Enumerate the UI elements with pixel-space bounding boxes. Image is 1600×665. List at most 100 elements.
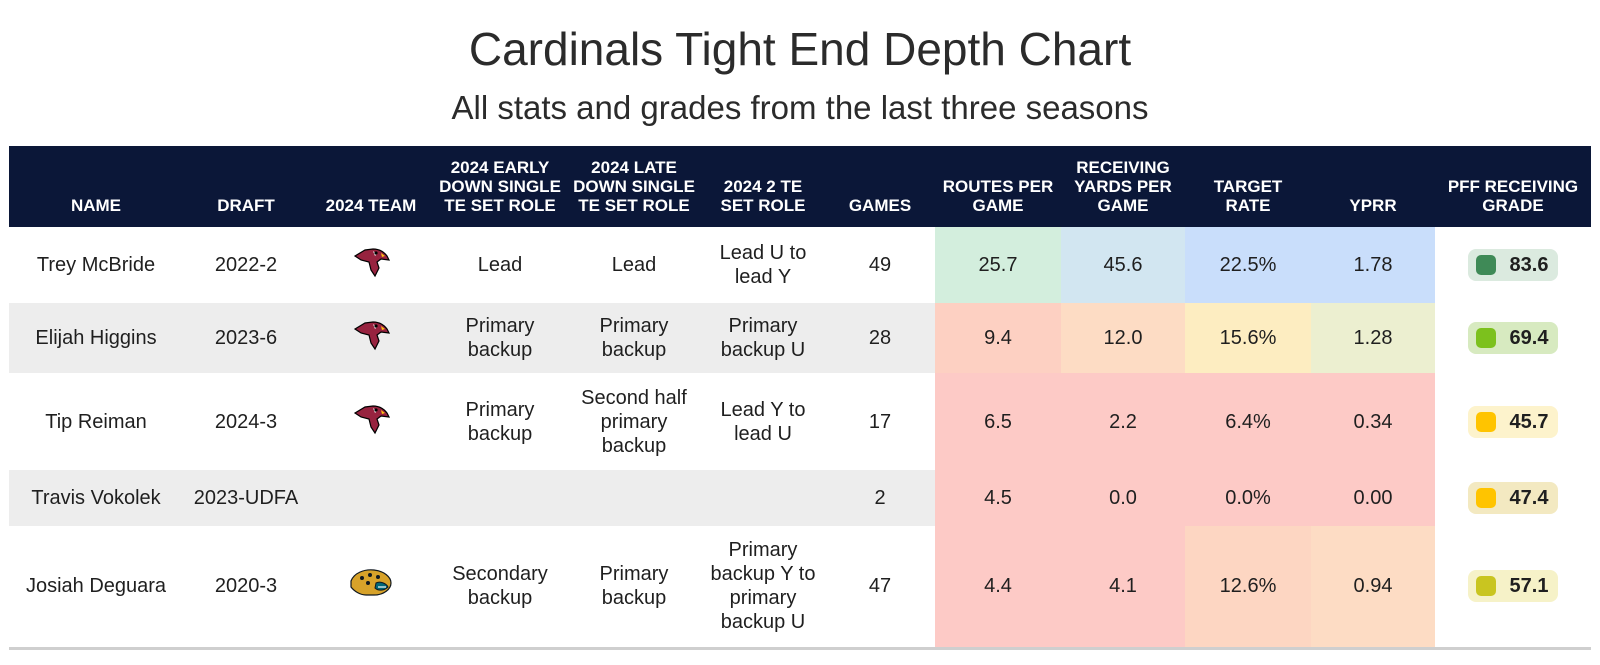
two-te-role: Lead U to lead Y (719, 242, 807, 288)
grade-cell: 69.4 (1435, 303, 1591, 373)
header-two-te-role[interactable]: 2024 2 TE SET ROLE (701, 146, 825, 227)
target-rate: 12.6% (1185, 526, 1311, 650)
grade-cell: 47.4 (1435, 470, 1591, 526)
games: 17 (868, 410, 892, 433)
routes-per-game: 4.5 (935, 470, 1061, 526)
early-down-role: Primary backup (465, 398, 535, 445)
grade-indicator-icon (1475, 411, 1496, 432)
header-target-rate[interactable]: TARGET RATE (1185, 146, 1311, 227)
target-rate: 6.4% (1185, 373, 1311, 470)
header-name[interactable]: NAME (9, 146, 183, 227)
header-grade[interactable]: PFF RECEIVING GRADE (1435, 146, 1591, 227)
grade-indicator-icon (1475, 488, 1496, 508)
grade-value: 57.1 (1509, 575, 1549, 598)
page-subtitle: All stats and grades from the last three… (451, 89, 1149, 126)
two-te-role: Lead Y to lead U (720, 398, 806, 445)
header-draft[interactable]: DRAFT (183, 146, 309, 227)
header-early-down-role[interactable]: 2024 EARLY DOWN SINGLE TE SET ROLE (433, 146, 567, 227)
receiving-yards-per-game: 45.6 (1061, 227, 1185, 303)
receiving-yards-per-game: 2.2 (1061, 373, 1185, 470)
grade-cell: 57.1 (1435, 526, 1591, 650)
two-te-role (701, 470, 825, 526)
grade-value: 83.6 (1509, 254, 1549, 276)
player-draft: 2024-3 (214, 410, 278, 433)
cardinals-logo-icon (351, 403, 391, 441)
table-row: Elijah Higgins 2023-6 Primary backup Pri… (9, 303, 1591, 373)
player-name: Trey McBride (36, 254, 156, 276)
team-logo-cell (309, 470, 433, 526)
yprr: 1.28 (1311, 303, 1435, 373)
grade-badge: 69.4 (1467, 322, 1559, 354)
grade-badge: 45.7 (1467, 405, 1559, 438)
late-down-role: Lead (611, 254, 657, 276)
grade-badge: 83.6 (1467, 249, 1559, 281)
table-row: Tip Reiman 2024-3 Primary backup Second … (9, 373, 1591, 470)
depth-chart-table-wrap: NAME DRAFT 2024 TEAM 2024 EARLY DOWN SIN… (9, 146, 1591, 650)
receiving-yards-per-game: 12.0 (1061, 303, 1185, 373)
team-logo-cell (309, 526, 433, 650)
player-draft: 2023-UDFA (183, 470, 309, 526)
header-routes[interactable]: ROUTES PER GAME (935, 146, 1061, 227)
receiving-yards-per-game: 4.1 (1061, 526, 1185, 650)
two-te-role: Primary backup Y to primary backup U (701, 526, 825, 650)
early-down-role (433, 470, 567, 526)
header-receiving-yards[interactable]: RECEIVING YARDS PER GAME (1061, 146, 1185, 227)
routes-per-game: 4.4 (935, 526, 1061, 650)
header-games[interactable]: GAMES (825, 146, 935, 227)
early-down-role: Secondary backup (433, 526, 567, 650)
header-yprr[interactable]: YPRR (1311, 146, 1435, 227)
grade-cell: 45.7 (1435, 373, 1591, 470)
table-row: Josiah Deguara 2020-3 Secondary backup P… (9, 526, 1591, 650)
player-draft: 2023-6 (183, 303, 309, 373)
team-logo-cell (309, 373, 433, 470)
late-down-role: Primary backup (567, 303, 701, 373)
grade-badge: 47.4 (1467, 482, 1559, 514)
games: 49 (868, 254, 892, 276)
yprr: 0.34 (1311, 373, 1435, 470)
early-down-role: Lead (477, 254, 523, 276)
yprr: 0.94 (1311, 526, 1435, 650)
games: 2 (825, 470, 935, 526)
team-logo-cell (309, 303, 433, 373)
player-name: Elijah Higgins (9, 303, 183, 373)
header-row: NAME DRAFT 2024 TEAM 2024 EARLY DOWN SIN… (9, 146, 1591, 227)
player-draft: 2022-2 (214, 254, 278, 276)
routes-per-game: 6.5 (935, 373, 1061, 470)
late-down-role (567, 470, 701, 526)
target-rate: 22.5% (1185, 227, 1311, 303)
table-row: Trey McBride 2022-2 Lead Lead Lead U to … (9, 227, 1591, 303)
late-down-role: Primary backup (567, 526, 701, 650)
cardinals-logo-icon (351, 246, 391, 284)
games: 28 (825, 303, 935, 373)
grade-indicator-icon (1475, 255, 1496, 275)
header-team[interactable]: 2024 TEAM (309, 146, 433, 227)
grade-indicator-icon (1475, 328, 1496, 348)
jaguars-logo-icon (348, 567, 394, 605)
late-down-role: Second half primary backup (581, 386, 687, 457)
early-down-role: Primary backup (433, 303, 567, 373)
grade-value: 47.4 (1509, 487, 1549, 509)
table-row: Travis Vokolek 2023-UDFA 2 4.5 0.0 0.0% … (9, 470, 1591, 526)
player-draft: 2020-3 (183, 526, 309, 650)
grade-cell: 83.6 (1435, 227, 1591, 303)
target-rate: 15.6% (1185, 303, 1311, 373)
routes-per-game: 25.7 (935, 227, 1061, 303)
grade-badge: 57.1 (1467, 570, 1559, 603)
routes-per-game: 9.4 (935, 303, 1061, 373)
yprr: 1.78 (1311, 227, 1435, 303)
target-rate: 0.0% (1185, 470, 1311, 526)
page-title: Cardinals Tight End Depth Chart (468, 23, 1132, 75)
grade-value: 45.7 (1509, 410, 1549, 433)
two-te-role: Primary backup U (701, 303, 825, 373)
grade-value: 69.4 (1509, 327, 1549, 349)
header-late-down-role[interactable]: 2024 LATE DOWN SINGLE TE SET ROLE (567, 146, 701, 227)
depth-chart-table: NAME DRAFT 2024 TEAM 2024 EARLY DOWN SIN… (9, 146, 1591, 650)
player-name: Tip Reiman (45, 410, 147, 433)
player-name: Travis Vokolek (9, 470, 183, 526)
player-name: Josiah Deguara (9, 526, 183, 650)
yprr: 0.00 (1311, 470, 1435, 526)
team-logo-cell (309, 227, 433, 303)
cardinals-logo-icon (351, 319, 391, 357)
games: 47 (825, 526, 935, 650)
grade-indicator-icon (1475, 576, 1496, 597)
